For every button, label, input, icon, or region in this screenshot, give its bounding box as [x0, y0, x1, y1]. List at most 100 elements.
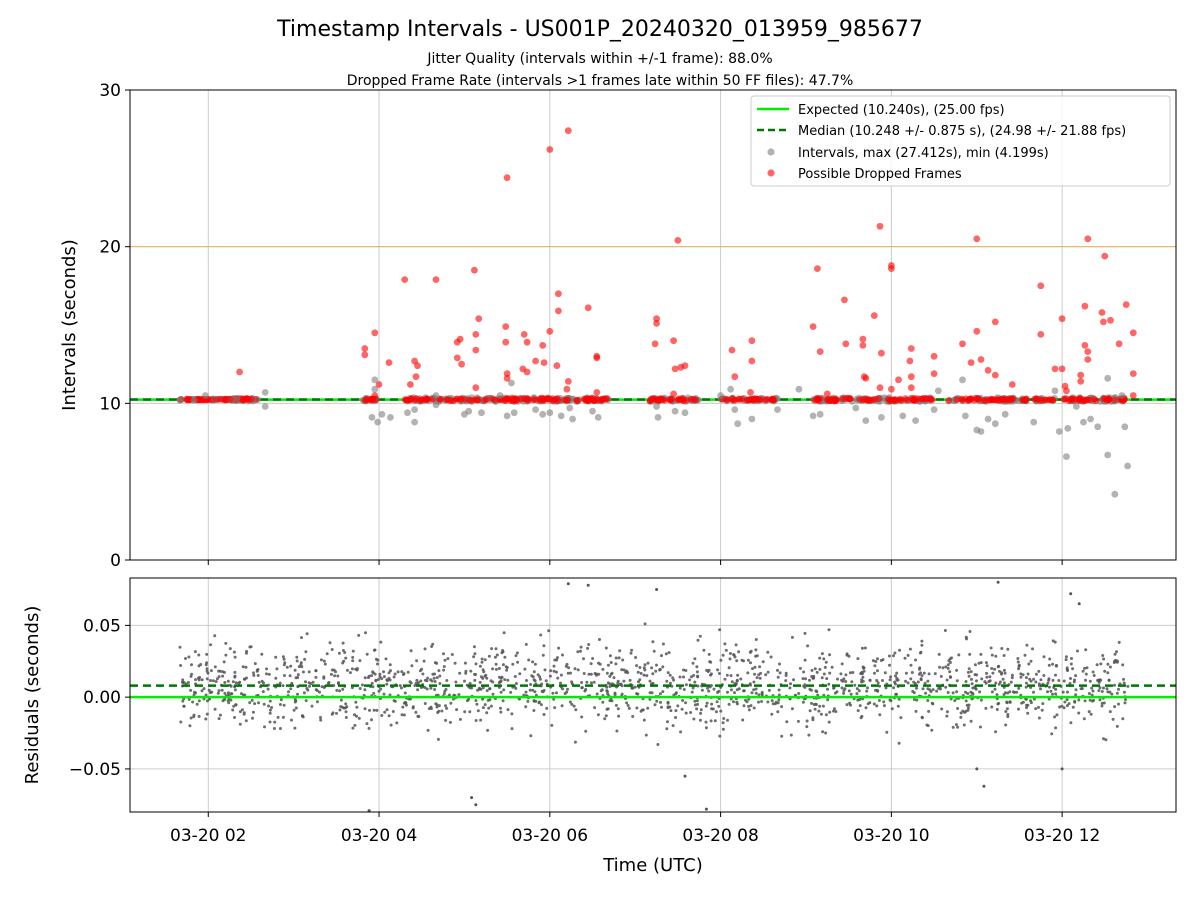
residual-point [483, 703, 487, 707]
dropped-frame-point [456, 335, 464, 343]
residual-point [1069, 662, 1073, 666]
residual-point [842, 677, 846, 681]
residual-point [894, 692, 898, 696]
residual-point [1023, 653, 1027, 657]
residual-point [530, 674, 534, 678]
residual-point [265, 667, 269, 671]
residual-point [468, 710, 472, 714]
residual-point [555, 656, 559, 660]
residual-point [666, 671, 670, 675]
residual-point [1016, 660, 1020, 664]
residual-point [680, 707, 684, 711]
residual-point [552, 664, 556, 668]
residual-point [850, 680, 854, 684]
residual-point [580, 686, 584, 690]
residual-point [914, 709, 918, 713]
residual-point [591, 657, 595, 660]
residual-point [1065, 666, 1069, 670]
dropped-frame-point [986, 396, 994, 404]
residual-point [353, 713, 356, 717]
dropped-frame-point [1129, 392, 1137, 399]
dropped-frame-point [183, 395, 191, 403]
residual-point [338, 689, 342, 693]
residual-point [1015, 690, 1019, 694]
figure-subtitle-jitter: Jitter Quality (intervals within +/-1 fr… [426, 51, 772, 67]
residual-point [599, 689, 603, 693]
residual-point [890, 707, 894, 711]
residual-point [966, 692, 970, 695]
dropped-frame-point [1060, 396, 1068, 403]
residual-point [238, 710, 242, 714]
residual-point [721, 721, 725, 725]
residual-point [732, 653, 736, 657]
residual-point [260, 652, 264, 656]
residual-point [615, 729, 619, 733]
interval-point [671, 407, 679, 415]
dropped-frame-point [546, 327, 554, 335]
residual-point [648, 679, 652, 683]
dropped-frame-point [1019, 396, 1027, 404]
residual-point [926, 687, 930, 691]
residual-point [945, 710, 949, 714]
residual-point [964, 699, 968, 703]
residual-point [1102, 686, 1105, 690]
residual-point [860, 646, 864, 650]
residual-point [930, 728, 934, 732]
residual-point [930, 701, 934, 705]
residual-point [696, 684, 700, 688]
residual-point [232, 704, 236, 708]
residual-point [1063, 700, 1067, 704]
residual-point [368, 708, 371, 712]
residuals-reference-lines [130, 684, 1176, 699]
residual-point [678, 686, 682, 690]
dropped-frame-point [975, 395, 983, 403]
residual-point [597, 661, 600, 665]
dropped-frame-point [475, 315, 483, 323]
residual-point [532, 670, 536, 674]
residual-point [501, 699, 505, 703]
residual-point [706, 686, 709, 690]
residual-point [1101, 654, 1105, 657]
residual-point [274, 655, 278, 659]
residual-point [1091, 699, 1094, 703]
y-tick-label: 30 [99, 81, 121, 101]
residual-point [304, 680, 307, 684]
dropped-frame-point [594, 396, 602, 404]
dropped-frame-point [973, 327, 981, 335]
residual-point [218, 669, 222, 673]
dropped-frame-point [1115, 340, 1123, 348]
residual-point [585, 680, 589, 684]
residual-point [178, 645, 182, 649]
residual-point [984, 681, 988, 685]
residual-point [955, 690, 959, 694]
residual-point [862, 669, 866, 673]
residual-point [380, 714, 384, 717]
residual-point [1091, 689, 1095, 693]
residual-point [481, 697, 484, 701]
x-tick-label: 03-20 10 [853, 826, 929, 846]
residual-point [527, 658, 531, 662]
residual-point [693, 703, 697, 707]
residual-point [532, 678, 536, 682]
legend-intervals-label: Intervals, max (27.412s), min (4.199s) [798, 146, 1049, 161]
residual-point [224, 641, 228, 645]
dropped-frame-point [1031, 395, 1038, 403]
residual-point [666, 720, 669, 724]
residual-point [990, 690, 994, 694]
dropped-frame-point [1081, 342, 1089, 349]
intervals-y-ticks: 0 10 20 30 [99, 81, 130, 571]
interval-point [378, 410, 386, 418]
residual-point [634, 656, 638, 659]
residual-point [726, 718, 729, 722]
residual-point [580, 715, 584, 719]
residual-point [385, 678, 389, 682]
residual-point [543, 668, 547, 672]
residual-point [266, 687, 270, 691]
residual-point [1017, 707, 1020, 711]
residual-point [481, 706, 485, 710]
residual-point [1064, 655, 1068, 659]
residual-point [357, 716, 361, 720]
residual-point [790, 635, 794, 639]
residual-point [860, 671, 864, 675]
residual-point [209, 669, 213, 673]
